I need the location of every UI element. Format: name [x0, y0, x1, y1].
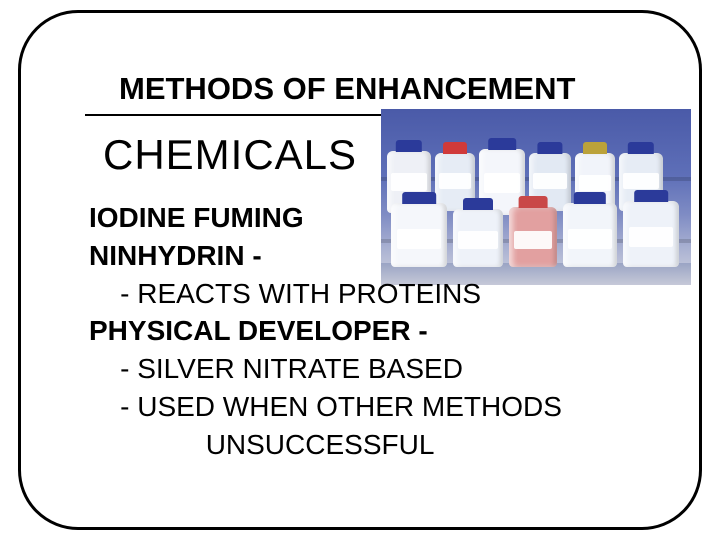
bottle-label: [439, 173, 471, 189]
slide-frame: METHODS OF ENHANCEMENT CHEMICALS IODINE …: [18, 10, 702, 530]
bottle-label: [391, 173, 426, 191]
bottle-label: [533, 173, 567, 189]
line-ninhydrin: NINHYDRIN -: [89, 237, 689, 275]
bottle-cap: [628, 142, 654, 154]
bottle-label: [484, 173, 521, 193]
line-silver: - SILVER NITRATE BASED: [89, 350, 689, 388]
bottle-cap: [396, 140, 422, 152]
line-physdev: PHYSICAL DEVELOPER -: [89, 312, 689, 350]
bottle-label: [579, 175, 611, 191]
line-unsuccessful: UNSUCCESSFUL: [89, 426, 689, 464]
slide-body: IODINE FUMING NINHYDRIN - - REACTS WITH …: [89, 199, 689, 464]
line-iodine: IODINE FUMING: [89, 199, 689, 237]
bottle-label: [623, 173, 658, 189]
bottle-cap: [488, 138, 516, 150]
line-reacts: - REACTS WITH PROTEINS: [89, 275, 689, 313]
bottle-cap: [537, 142, 562, 154]
title-underline: [85, 114, 385, 116]
bottle-cap: [443, 142, 467, 154]
slide-subtitle: CHEMICALS: [103, 131, 357, 179]
slide-title: METHODS OF ENHANCEMENT: [119, 71, 575, 107]
line-used: - USED WHEN OTHER METHODS: [89, 388, 689, 426]
bottle-cap: [583, 142, 607, 154]
